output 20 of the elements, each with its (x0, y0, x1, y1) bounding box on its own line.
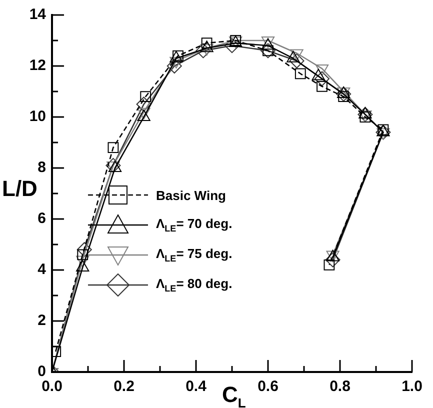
legend-label: Λ$_{LE}$= 75 deg. (156, 246, 232, 264)
legend-label: Λ$_{LE}$= 80 deg. (156, 276, 232, 294)
y-tick-label: 2 (38, 312, 46, 330)
y-tick-label: 4 (38, 261, 47, 278)
x-tick-label: 0.6 (258, 378, 278, 396)
legend-label: Λ$_{LE}$= 70 deg. (156, 216, 232, 234)
x-axis-title: C$_{L}$ (222, 382, 246, 408)
y-tick-label: 0 (38, 363, 46, 380)
y-tick-label: 8 (38, 159, 46, 176)
x-tick-label: 0.4 (186, 378, 208, 396)
y-axis-title: L/D (2, 176, 38, 202)
y-tick-label: 14 (29, 6, 47, 24)
x-tick-label: 0.0 (42, 378, 62, 396)
y-tick-label: 6 (38, 210, 46, 228)
x-tick-label: 0.2 (114, 378, 134, 396)
x-tick-label: 0.8 (330, 378, 350, 396)
y-tick-label: 10 (29, 108, 46, 126)
x-tick-label: 1.0 (402, 378, 422, 396)
legend-label: Basic Wing (156, 188, 226, 202)
y-tick-label: 12 (29, 57, 46, 74)
